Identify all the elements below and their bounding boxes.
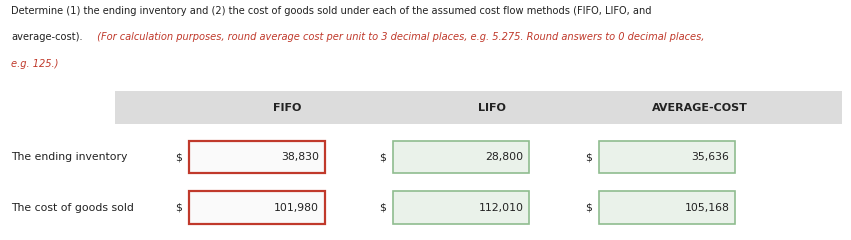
Text: The ending inventory: The ending inventory — [11, 152, 128, 162]
Text: 38,830: 38,830 — [281, 152, 319, 162]
Text: 28,800: 28,800 — [485, 152, 523, 162]
Text: AVERAGE-COST: AVERAGE-COST — [652, 102, 747, 113]
Text: (For calculation purposes, round average cost per unit to 3 decimal places, e.g.: (For calculation purposes, round average… — [94, 32, 705, 42]
Text: e.g. 125.): e.g. 125.) — [11, 59, 59, 69]
Text: 101,980: 101,980 — [274, 203, 319, 213]
Text: 35,636: 35,636 — [691, 152, 729, 162]
Text: $: $ — [175, 152, 182, 162]
Text: FIFO: FIFO — [273, 102, 302, 113]
Text: $: $ — [175, 203, 182, 213]
Text: 112,010: 112,010 — [478, 203, 523, 213]
Text: Determine (1) the ending inventory and (2) the cost of goods sold under each of : Determine (1) the ending inventory and (… — [11, 6, 652, 16]
Text: LIFO: LIFO — [478, 102, 505, 113]
Text: 105,168: 105,168 — [684, 203, 729, 213]
Text: $: $ — [585, 152, 592, 162]
Text: $: $ — [380, 152, 386, 162]
Text: average-cost).: average-cost). — [11, 32, 83, 42]
FancyBboxPatch shape — [393, 192, 529, 224]
FancyBboxPatch shape — [599, 141, 735, 173]
Text: $: $ — [585, 203, 592, 213]
Text: $: $ — [380, 203, 386, 213]
FancyBboxPatch shape — [115, 91, 842, 124]
FancyBboxPatch shape — [393, 141, 529, 173]
Text: The cost of goods sold: The cost of goods sold — [11, 203, 134, 213]
FancyBboxPatch shape — [599, 192, 735, 224]
FancyBboxPatch shape — [189, 192, 325, 224]
FancyBboxPatch shape — [189, 141, 325, 173]
